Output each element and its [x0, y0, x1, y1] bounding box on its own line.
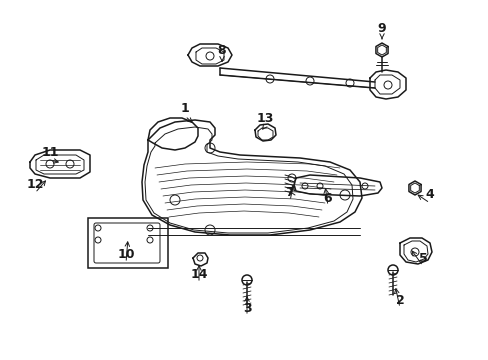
Text: 2: 2 [395, 293, 404, 306]
Text: 14: 14 [190, 269, 207, 282]
Text: 11: 11 [41, 145, 59, 158]
Text: 9: 9 [377, 22, 386, 35]
Text: 1: 1 [180, 102, 189, 114]
Text: 10: 10 [117, 248, 135, 261]
Text: 12: 12 [26, 179, 43, 192]
Text: 3: 3 [242, 302, 251, 315]
Text: 8: 8 [217, 44, 226, 57]
Text: 6: 6 [323, 192, 332, 204]
Text: 4: 4 [425, 189, 433, 202]
Text: 5: 5 [418, 252, 427, 265]
Text: 13: 13 [256, 112, 273, 125]
Text: 7: 7 [285, 186, 294, 199]
